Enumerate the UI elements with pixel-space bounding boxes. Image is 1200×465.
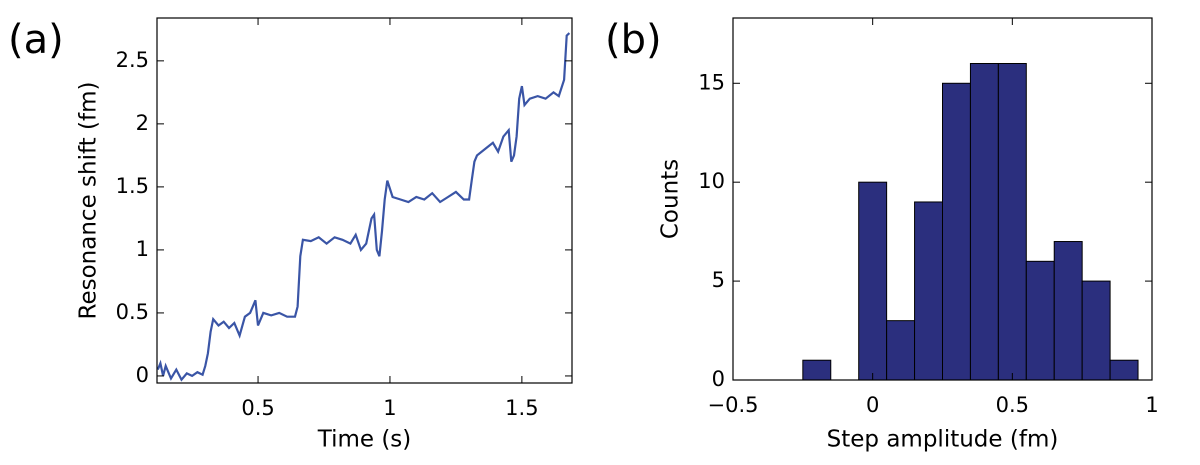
data-line <box>156 32 571 382</box>
y-tick-label: 10 <box>698 169 725 193</box>
histogram-bar <box>942 82 971 381</box>
histogram-bar <box>914 201 943 381</box>
y-tick-label: 0 <box>136 363 149 387</box>
y-tick-label: 0.5 <box>116 300 149 324</box>
histogram-bar <box>802 359 832 381</box>
histogram-bar <box>997 62 1027 381</box>
panel-label: (a) <box>8 17 64 63</box>
histogram-bar <box>1025 260 1055 381</box>
y-axis-label: Counts <box>658 159 684 239</box>
x-tick-label: 0.5 <box>241 396 274 420</box>
y-tick-label: 0 <box>712 367 725 391</box>
axes-box <box>732 17 1153 381</box>
histogram-bar <box>1053 241 1083 381</box>
histogram-bar <box>1109 359 1139 381</box>
x-tick-label: 1 <box>1145 393 1158 417</box>
x-tick-label: 1 <box>383 396 396 420</box>
y-tick-label: 1 <box>136 237 149 261</box>
x-axis-label: Step amplitude (fm) <box>827 427 1059 453</box>
y-tick-label: 2.5 <box>116 48 149 72</box>
x-tick-label: 1.5 <box>505 396 538 420</box>
panel-label: (b) <box>605 17 662 63</box>
x-tick-label: −0.5 <box>708 393 759 417</box>
y-tick-label: 15 <box>698 70 725 94</box>
histogram-bar <box>886 320 916 381</box>
y-tick-label: 2 <box>136 111 149 135</box>
histogram-bar <box>858 181 888 381</box>
x-axis-label: Time (s) <box>317 427 412 453</box>
axes-box <box>156 17 573 384</box>
x-tick-label: 0 <box>866 393 879 417</box>
y-axis-label: Resonance shift (fm) <box>76 82 102 320</box>
y-tick-label: 5 <box>712 268 725 292</box>
y-tick-label: 1.5 <box>116 174 149 198</box>
histogram-bar <box>1081 280 1111 381</box>
histogram-bar <box>969 62 999 381</box>
x-tick-label: 0.5 <box>996 393 1029 417</box>
